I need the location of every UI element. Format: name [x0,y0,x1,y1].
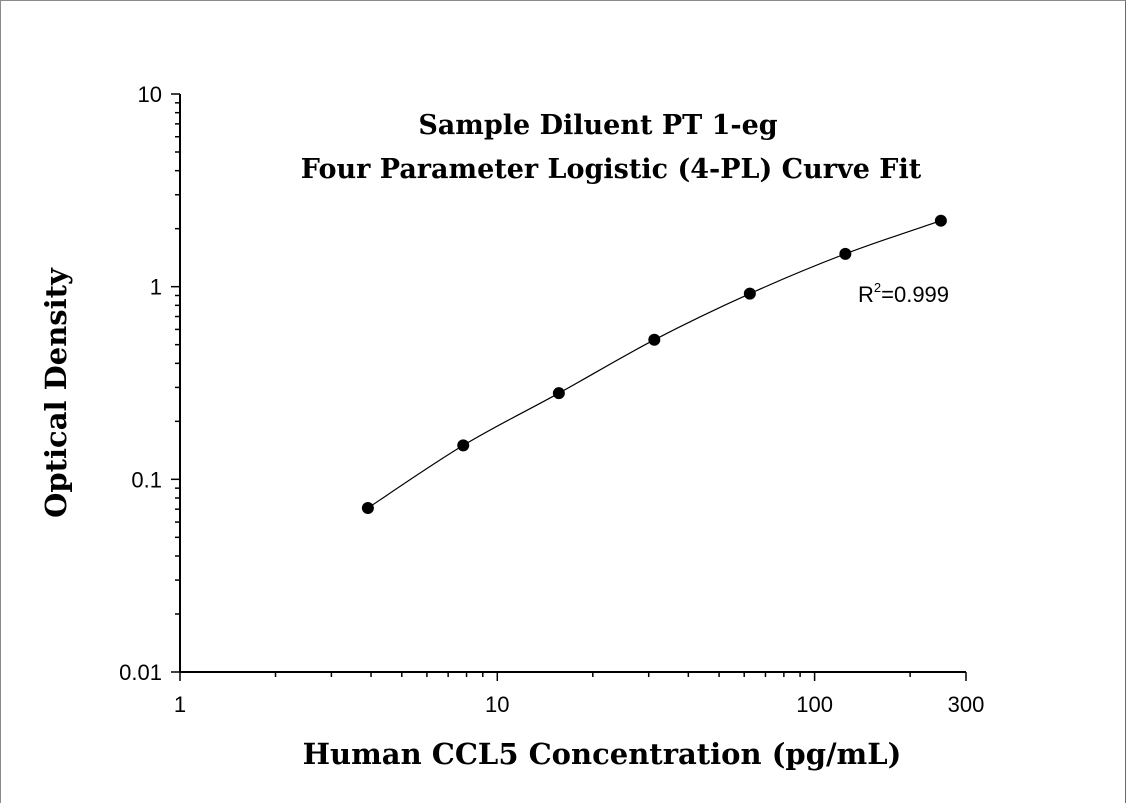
r-squared-value: =0.999 [881,282,949,307]
data-point [934,214,947,227]
data-point [743,287,756,300]
axes: 1 10 100 300 0.01 0.1 1 10 [119,82,984,717]
y-axis-title: Optical Density [39,267,73,518]
chart-title: Sample Diluent PT 1-eg [418,110,777,141]
data-point [361,501,374,514]
r-squared-base: R [858,282,874,307]
y-tick-label: 0.01 [119,660,162,685]
chart-subtitle: Four Parameter Logistic (4-PL) Curve Fit [301,154,922,185]
x-tick-label: 100 [796,692,833,717]
r-squared-superscript: 2 [874,280,881,295]
y-tick-label: 0.1 [131,467,162,492]
y-tick-label: 1 [150,275,162,300]
data-point [839,247,852,260]
x-tick-label: 10 [485,692,509,717]
data-point [457,439,470,452]
r-squared-annotation: R2=0.999 [858,280,949,307]
data-point [552,387,565,400]
data-points [361,214,947,514]
x-tick-label: 300 [948,692,985,717]
data-point [648,333,661,346]
x-tick-label: 1 [174,692,186,717]
fit-curve-layer [367,220,942,509]
y-tick-label: 10 [138,82,162,107]
fit-curve [367,220,942,509]
x-axis-title: Human CCL5 Concentration (pg/mL) [303,737,902,771]
